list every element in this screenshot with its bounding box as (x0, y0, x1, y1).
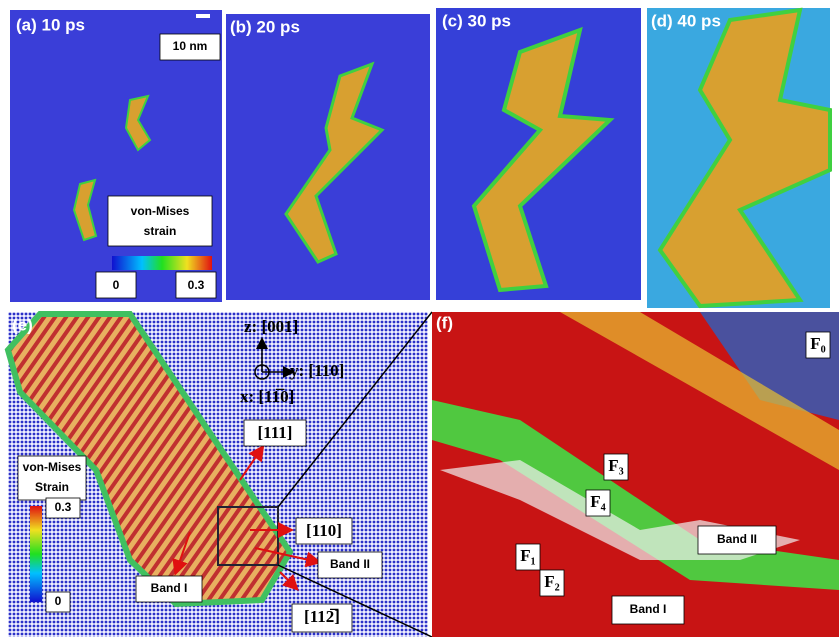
band-label: Band I (630, 602, 667, 616)
colorbar-title: von-Mises (131, 204, 190, 218)
direction-label: [110] (306, 521, 342, 540)
plane-label: F₄ (590, 492, 605, 511)
panel-label: (b) 20 ps (230, 17, 300, 36)
colorbar (112, 256, 212, 270)
band-label: Band I (151, 581, 188, 595)
direction-label: [112̅] (304, 607, 340, 626)
colorbar-min: 0 (55, 594, 62, 608)
band-label: Band II (717, 532, 757, 546)
plane-label: F₂ (544, 572, 559, 591)
band-label: Band II (330, 557, 370, 571)
colorbar-title: Strain (35, 480, 69, 494)
panel-label: (c) 30 ps (442, 11, 511, 30)
plane-label: F₀ (810, 334, 825, 353)
colorbar-min: 0 (113, 278, 120, 292)
scale-label: 10 nm (173, 39, 208, 53)
figure: (a) 10 ps 10 nm von-Mises strain 0 0.3 (… (0, 0, 839, 637)
panel-label: (d) 40 ps (651, 11, 721, 30)
axis-label: x: [11̅0] (240, 387, 294, 406)
colorbar-max: 0.3 (188, 278, 205, 292)
colorbar (30, 506, 42, 602)
colorbar-title: strain (144, 224, 177, 238)
axis-label: z: [001] (244, 317, 298, 336)
direction-label: [111] (258, 423, 293, 442)
panel-label: (f) (436, 313, 453, 332)
panel-label: (e) (12, 315, 33, 334)
axis-label: y: [110] (290, 361, 344, 380)
scale-bar (196, 14, 210, 18)
colorbar-max: 0.3 (55, 500, 72, 514)
panel-label: (a) 10 ps (16, 15, 85, 34)
plane-label: F₁ (520, 546, 535, 565)
colorbar-title: von-Mises (23, 460, 82, 474)
plane-label: F₃ (608, 456, 623, 475)
